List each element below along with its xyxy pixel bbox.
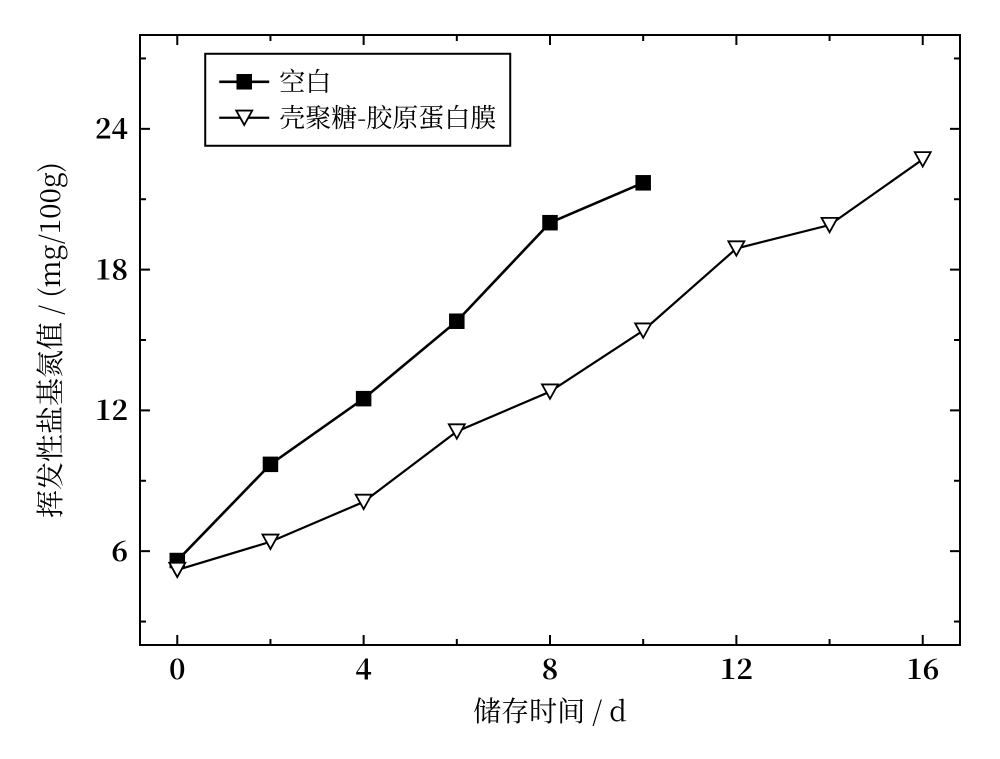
x-tick-label: 0 — [169, 648, 186, 688]
square-marker-icon — [237, 75, 251, 89]
y-tick-label: 12 — [95, 389, 128, 429]
x-axis-label: 储存时间 / d — [473, 690, 627, 730]
x-tick-label: 8 — [542, 648, 559, 688]
chart-container: 0 4 8 12 16 6 12 18 24 储存时间 / d 挥发性盐基氮值 / (mg/100g… — [0, 0, 1000, 759]
square-marker-icon — [543, 216, 557, 230]
y-tick-label: 6 — [112, 530, 129, 570]
square-marker-icon — [636, 176, 650, 190]
x-tick-label: 4 — [355, 648, 372, 688]
legend-label: 空白 — [279, 62, 331, 99]
y-tick-label: 24 — [95, 108, 128, 148]
y-axis-label: 挥发性盐基氮值 / (mg/100g) — [29, 162, 69, 518]
y-tick-label: 18 — [95, 248, 128, 288]
x-tick-label: 12 — [720, 648, 753, 688]
square-marker-icon — [357, 392, 371, 406]
legend: 空白壳聚糖-胶原蛋白膜 — [205, 54, 510, 146]
legend-label: 壳聚糖-胶原蛋白膜 — [279, 98, 496, 135]
square-marker-icon — [263, 457, 277, 471]
x-tick-label: 16 — [906, 648, 939, 688]
square-marker-icon — [450, 314, 464, 328]
line-chart: 0 4 8 12 16 6 12 18 24 储存时间 / d 挥发性盐基氮值 / (mg/100g… — [0, 0, 1000, 759]
